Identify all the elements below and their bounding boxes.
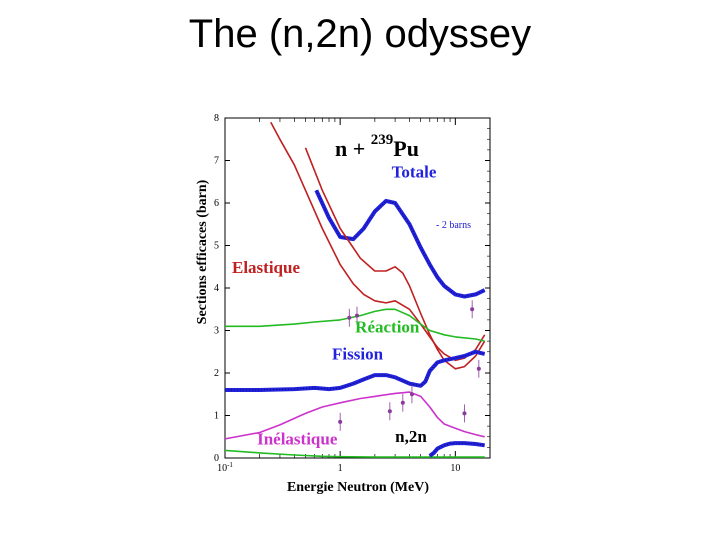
x-axis-label: Energie Neutron (MeV) <box>287 480 429 495</box>
experimental-point <box>338 419 343 424</box>
experimental-point <box>354 313 359 318</box>
series-in-lastique <box>224 391 485 440</box>
y-tick-label: 3 <box>214 326 219 337</box>
curve-label-n-2n: n,2n <box>395 427 427 446</box>
series-n-2n <box>428 441 485 458</box>
curve-label-totale: Totale <box>392 163 437 182</box>
curve-label-r-action: Réaction <box>355 318 420 337</box>
series-n-2n-data-overlay <box>429 442 485 457</box>
curve-label-in-lastique: Inélastique <box>257 429 338 448</box>
series-line-2 <box>304 147 486 370</box>
y-tick-label: 6 <box>214 198 219 209</box>
x-tick-label: 10 <box>450 463 460 474</box>
experimental-point <box>400 400 405 405</box>
y-tick-label: 0 <box>214 453 219 464</box>
x-tick-label: 10-1 <box>217 461 233 474</box>
experimental-point <box>387 409 392 414</box>
reaction-label: n + 239Pu <box>335 132 419 161</box>
x-tick-label: 1 <box>338 463 343 474</box>
offset-note: - 2 barns <box>436 220 471 231</box>
series-layer <box>224 121 486 458</box>
curve-labels-layer: Totale Elastique Réaction Fission Inélastiqu… <box>232 163 437 449</box>
ticks-layer: 0 1 2 3 4 5 6 7 8 10-1 1 10 <box>214 113 491 474</box>
y-tick-label: 4 <box>214 283 219 294</box>
experimental-point <box>347 315 352 320</box>
series-fission-data-overlay <box>225 351 485 391</box>
experimental-points-layer <box>338 300 481 431</box>
experimental-point <box>470 307 475 312</box>
experimental-point <box>462 411 467 416</box>
y-tick-label: 5 <box>214 241 219 252</box>
y-tick-label: 2 <box>214 368 219 379</box>
slide-title: The (n,2n) odyssey <box>188 12 532 56</box>
experimental-point <box>409 392 414 397</box>
series-r-action <box>225 308 485 342</box>
series-totale-data-overlay <box>315 190 485 298</box>
curve-label-fission: Fission <box>332 344 384 363</box>
y-tick-label: 1 <box>214 411 219 422</box>
series-line-6 <box>224 449 485 458</box>
experimental-point <box>476 366 481 371</box>
curve-label-elastique: Elastique <box>232 258 300 277</box>
y-tick-label: 7 <box>214 156 219 167</box>
series-totale <box>314 189 486 299</box>
y-tick-label: 8 <box>214 113 219 124</box>
y-axis-label: Sections efficaces (barn) <box>195 179 210 324</box>
